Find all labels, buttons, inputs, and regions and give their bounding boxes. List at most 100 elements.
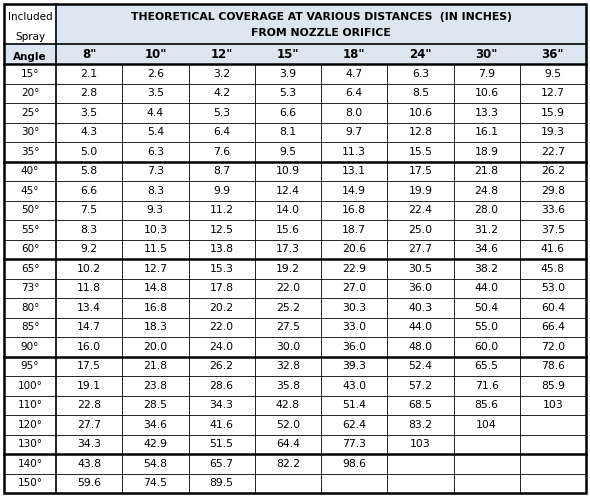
Text: 5.0: 5.0 (80, 147, 98, 157)
Text: 36": 36" (542, 48, 564, 61)
Text: 6.3: 6.3 (412, 69, 429, 79)
Text: 103: 103 (542, 400, 563, 410)
Text: 53.0: 53.0 (541, 283, 565, 293)
Text: 11.8: 11.8 (77, 283, 101, 293)
Text: 12.7: 12.7 (143, 264, 168, 274)
Text: 15.5: 15.5 (408, 147, 432, 157)
Text: 35°: 35° (21, 147, 40, 157)
Text: 36.0: 36.0 (342, 342, 366, 352)
Text: 13.3: 13.3 (474, 108, 499, 118)
Text: 7.5: 7.5 (81, 205, 98, 215)
Text: 22.9: 22.9 (342, 264, 366, 274)
Text: 60.0: 60.0 (474, 342, 499, 352)
Text: 3.5: 3.5 (81, 108, 98, 118)
Text: 44.0: 44.0 (474, 283, 499, 293)
Text: 12.7: 12.7 (541, 88, 565, 98)
Text: 103: 103 (410, 439, 431, 449)
Text: 28.5: 28.5 (143, 400, 168, 410)
Text: 68.5: 68.5 (408, 400, 432, 410)
Text: 17.5: 17.5 (77, 361, 101, 371)
Text: 24": 24" (409, 48, 432, 61)
Text: 2.8: 2.8 (81, 88, 98, 98)
Text: 19.1: 19.1 (77, 381, 101, 391)
Text: 65°: 65° (21, 264, 40, 274)
Text: 18.3: 18.3 (143, 322, 168, 332)
Text: 23.8: 23.8 (143, 381, 168, 391)
Text: 42.9: 42.9 (143, 439, 168, 449)
Text: 25.0: 25.0 (408, 225, 432, 235)
Bar (4, 64, 586, 493)
Text: 13.8: 13.8 (209, 244, 234, 254)
Text: 89.5: 89.5 (209, 478, 234, 488)
Text: 17.8: 17.8 (209, 283, 234, 293)
Text: 4.2: 4.2 (213, 88, 230, 98)
Text: 83.2: 83.2 (408, 420, 432, 430)
Text: 27.7: 27.7 (408, 244, 432, 254)
Text: 9.5: 9.5 (545, 69, 562, 79)
Text: 35.8: 35.8 (276, 381, 300, 391)
Text: 54.8: 54.8 (143, 459, 168, 469)
Text: 90°: 90° (21, 342, 39, 352)
Text: 10": 10" (144, 48, 166, 61)
Text: 57.2: 57.2 (408, 381, 432, 391)
Text: 120°: 120° (18, 420, 42, 430)
Text: 25.2: 25.2 (276, 303, 300, 313)
Text: 9.3: 9.3 (147, 205, 164, 215)
Text: 9.5: 9.5 (279, 147, 296, 157)
Text: 140°: 140° (18, 459, 42, 469)
Text: 12.5: 12.5 (209, 225, 234, 235)
Text: 82.2: 82.2 (276, 459, 300, 469)
Text: 6.4: 6.4 (213, 127, 230, 137)
Text: 16.1: 16.1 (474, 127, 499, 137)
Text: Included: Included (8, 12, 53, 22)
Text: 12.4: 12.4 (276, 186, 300, 196)
Text: 30.3: 30.3 (342, 303, 366, 313)
Text: 85.9: 85.9 (541, 381, 565, 391)
Text: 21.8: 21.8 (143, 361, 168, 371)
Text: 19.2: 19.2 (276, 264, 300, 274)
Text: 31.2: 31.2 (474, 225, 499, 235)
Text: 32.8: 32.8 (276, 361, 300, 371)
Text: 100°: 100° (18, 381, 42, 391)
Text: 55°: 55° (21, 225, 40, 235)
Text: 5.3: 5.3 (279, 88, 296, 98)
Text: 19.9: 19.9 (408, 186, 432, 196)
Text: 2.1: 2.1 (81, 69, 98, 79)
Text: 24.8: 24.8 (474, 186, 499, 196)
Text: 73°: 73° (21, 283, 40, 293)
Text: 50°: 50° (21, 205, 39, 215)
Text: 43.8: 43.8 (77, 459, 101, 469)
Text: 30.5: 30.5 (408, 264, 432, 274)
Text: 39.3: 39.3 (342, 361, 366, 371)
Text: 52.4: 52.4 (408, 361, 432, 371)
Text: 20°: 20° (21, 88, 39, 98)
Text: 15.9: 15.9 (541, 108, 565, 118)
Text: 51.4: 51.4 (342, 400, 366, 410)
Text: 9.9: 9.9 (213, 186, 230, 196)
Text: 44.0: 44.0 (408, 322, 432, 332)
Text: 85°: 85° (21, 322, 40, 332)
Text: 66.4: 66.4 (541, 322, 565, 332)
Text: 8.1: 8.1 (279, 127, 296, 137)
Text: 16.0: 16.0 (77, 342, 101, 352)
Text: 37.5: 37.5 (541, 225, 565, 235)
Text: Spray: Spray (15, 32, 45, 42)
Text: 38.2: 38.2 (474, 264, 499, 274)
Text: 18.9: 18.9 (474, 147, 499, 157)
Text: 11.5: 11.5 (143, 244, 168, 254)
Text: THEORETICAL COVERAGE AT VARIOUS DISTANCES  (IN INCHES): THEORETICAL COVERAGE AT VARIOUS DISTANCE… (130, 12, 512, 22)
Text: 13.1: 13.1 (342, 166, 366, 176)
Text: 10.3: 10.3 (143, 225, 168, 235)
Text: 18": 18" (343, 48, 365, 61)
Text: 22.0: 22.0 (276, 283, 300, 293)
Text: 20.0: 20.0 (143, 342, 168, 352)
Text: 12.8: 12.8 (408, 127, 432, 137)
Text: 4.4: 4.4 (147, 108, 164, 118)
Text: 3.2: 3.2 (213, 69, 230, 79)
Text: 36.0: 36.0 (408, 283, 432, 293)
Text: 8.3: 8.3 (81, 225, 98, 235)
Text: 22.8: 22.8 (77, 400, 101, 410)
Text: 33.0: 33.0 (342, 322, 366, 332)
Text: 95°: 95° (21, 361, 40, 371)
Text: 28.0: 28.0 (474, 205, 499, 215)
